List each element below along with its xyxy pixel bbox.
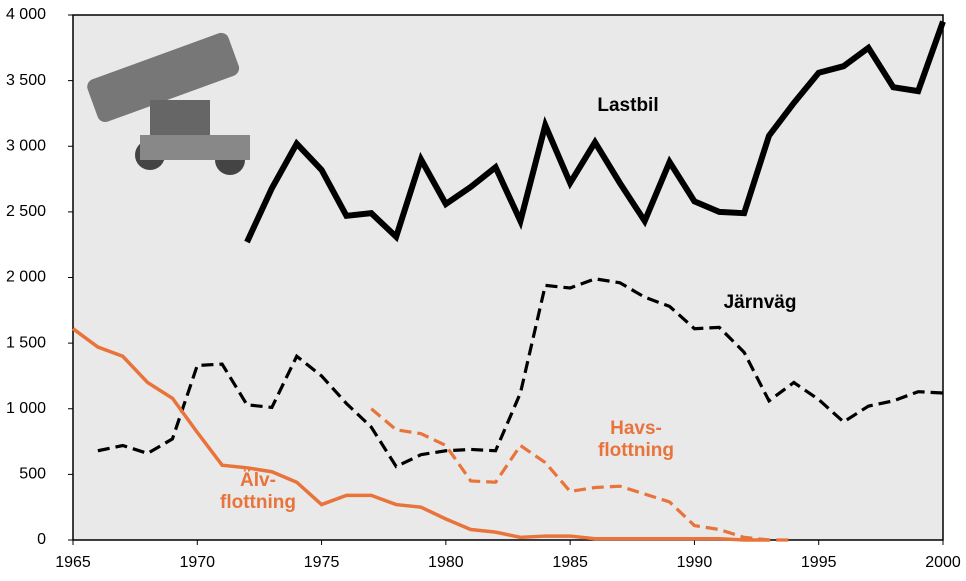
x-tick-label: 1985 — [552, 554, 588, 571]
x-tick-label: 1995 — [801, 554, 837, 571]
y-tick-label: 2 000 — [6, 269, 46, 286]
log-truck-icon — [87, 32, 250, 175]
y-tick-label: 4 000 — [6, 6, 46, 23]
series-label: Järnväg — [723, 292, 797, 313]
series-label: Lastbil — [597, 95, 659, 116]
x-tick-label: 1980 — [428, 554, 464, 571]
y-tick-label: 500 — [19, 466, 46, 483]
x-tick-label: 1990 — [677, 554, 713, 571]
y-tick-label: 1 000 — [6, 400, 46, 417]
series-label: Havs- flottning — [598, 418, 674, 461]
series-line — [244, 20, 946, 244]
y-tick-label: 3 000 — [6, 137, 46, 154]
x-tick-label: 1970 — [179, 554, 215, 571]
x-tick-label: 1965 — [55, 554, 91, 571]
y-tick-label: 2 500 — [6, 203, 46, 220]
x-tick-label: 1975 — [304, 554, 340, 571]
y-tick-label: 1 500 — [6, 334, 46, 351]
plot-area — [72, 14, 944, 541]
y-tick-label: 0 — [37, 531, 46, 548]
series-line — [71, 327, 769, 542]
x-tick-label: 2000 — [925, 554, 961, 571]
series-line — [370, 407, 794, 542]
y-tick-label: 3 500 — [6, 72, 46, 89]
series-label: Älv- flottning — [220, 470, 296, 513]
